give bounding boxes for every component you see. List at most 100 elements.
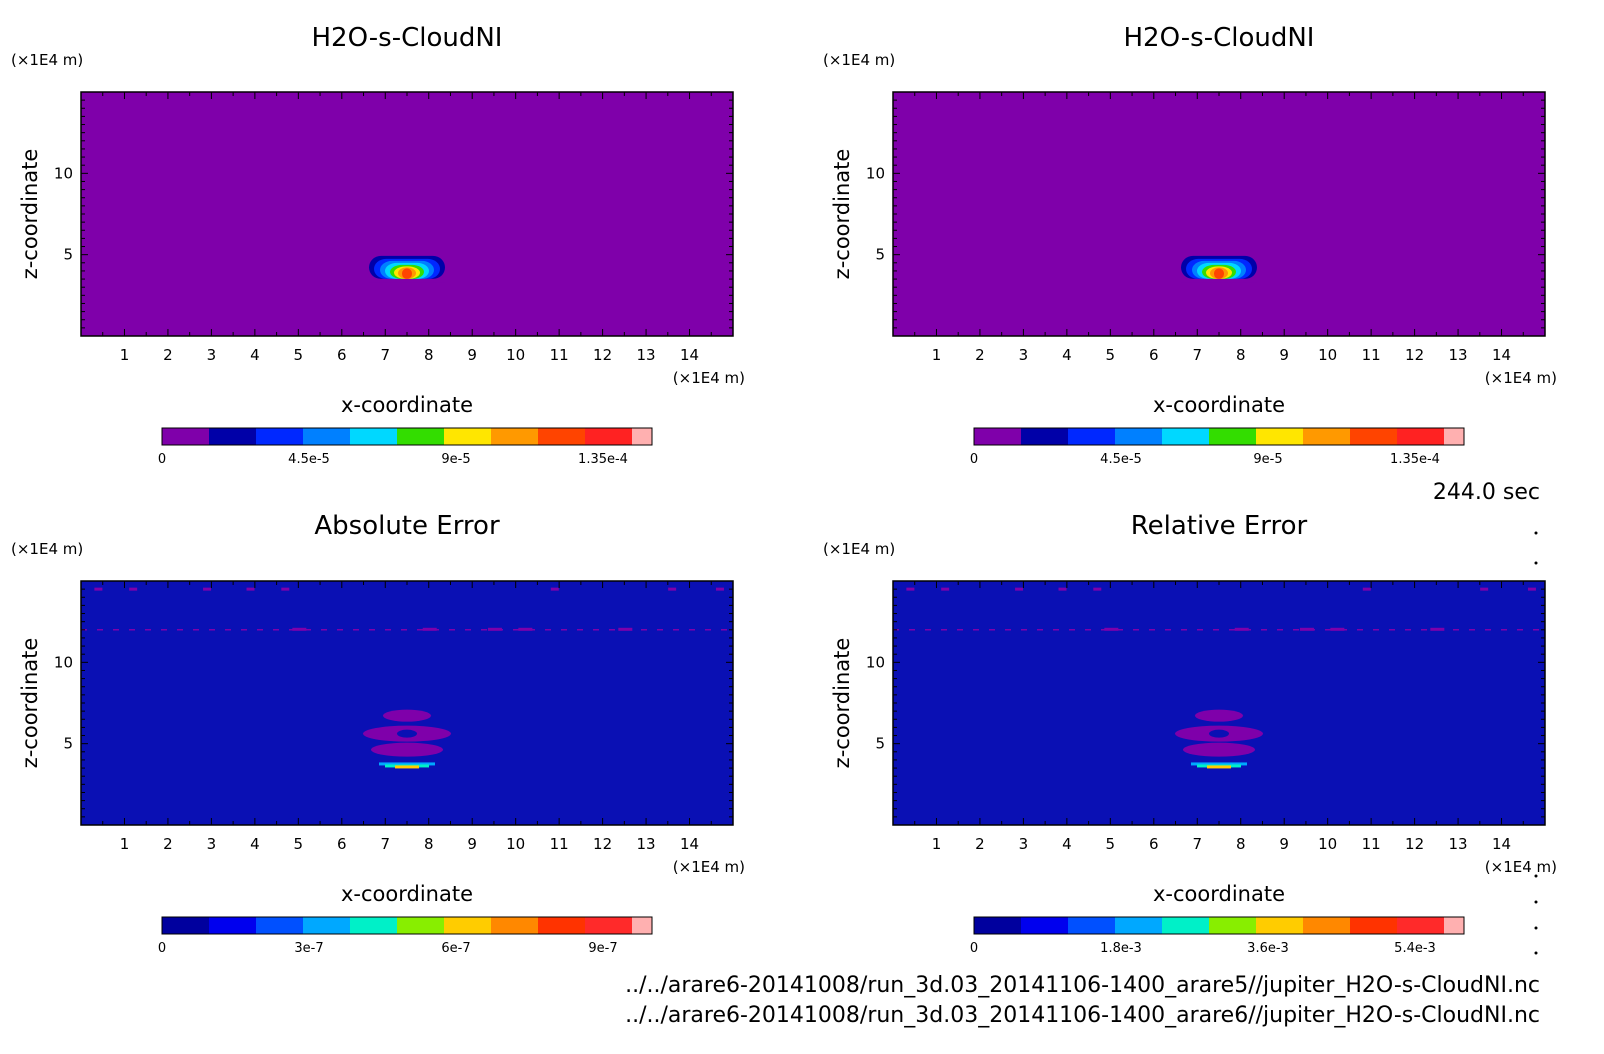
colorbar: 0 4.5e-5 9e-5 1.35e-4 [158, 427, 653, 467]
y-tick-label: 10 [866, 164, 885, 182]
error-blob [371, 742, 443, 757]
y-unit-label: (×1E4 m) [823, 51, 895, 69]
x-axis-label: x-coordinate [1153, 393, 1285, 417]
axis-ticks [80, 580, 734, 826]
x-tick-label: 3 [1019, 346, 1029, 364]
error-speckle [1093, 587, 1102, 591]
y-tick-label: 5 [875, 246, 885, 264]
colorbar-swatch [1444, 917, 1464, 934]
y-tick-label: 10 [866, 653, 885, 671]
colorbar-frame [973, 916, 1465, 935]
x-tick-label: 14 [1492, 346, 1511, 364]
colorbar-tick-label: 1.8e-3 [1100, 941, 1142, 956]
error-speckle [1480, 587, 1489, 591]
dot-markers [1534, 531, 1538, 955]
x-unit-label: (×1E4 m) [1485, 858, 1557, 876]
x-tick-label: 5 [1106, 346, 1116, 364]
x-tick-label: 11 [550, 835, 569, 853]
file-path-2: ../../arare6-20141008/run_3d.03_20141106… [625, 1003, 1540, 1028]
error-speckle [281, 587, 290, 591]
x-tick-label: 5 [1106, 835, 1116, 853]
y-tick-label: 5 [875, 735, 885, 753]
chart-panel-2: H2O-s-CloudNI(×1E4 m)1 2 3 4 5 6 7 8 9 10 11 12 13 14… [823, 23, 1557, 467]
colorbar-swatch [256, 428, 303, 445]
time-label: 244.0 sec [1433, 480, 1540, 505]
x-tick-label: 12 [1405, 835, 1424, 853]
colorbar-tick-label: 9e-5 [1253, 452, 1282, 467]
error-speckle [1234, 627, 1249, 631]
colorbar-frame [161, 427, 653, 446]
x-tick-label: 2 [975, 346, 985, 364]
error-speckle [668, 587, 677, 591]
y-axis-label: z-coordinate [830, 638, 854, 769]
axis-ticks [892, 91, 1546, 337]
chart-title: Relative Error [1131, 511, 1308, 541]
colorbar-swatch [350, 428, 397, 445]
cloud-contour [1214, 268, 1224, 279]
colorbar-swatch [162, 428, 209, 445]
x-tick-label: 13 [637, 835, 656, 853]
colorbar-swatch [209, 428, 256, 445]
colorbar-swatch [1303, 917, 1350, 934]
dot-marker [1534, 531, 1538, 535]
colorbar-swatch [491, 428, 538, 445]
colorbar-swatch [397, 917, 444, 934]
cloud-contour [402, 268, 412, 279]
colorbar-frame [973, 427, 1465, 446]
x-axis-label: x-coordinate [1153, 882, 1285, 906]
y-axis-label: z-coordinate [18, 149, 42, 280]
colorbar-swatch [538, 917, 585, 934]
x-tick-label: 7 [380, 835, 390, 853]
x-unit-label: (×1E4 m) [673, 858, 745, 876]
colorbar-swatch [162, 917, 209, 934]
colorbar: 0 1.8e-3 3.6e-3 5.4e-3 [970, 916, 1465, 956]
colorbar-tick-label: 3.6e-3 [1247, 941, 1289, 956]
error-blob [1195, 709, 1243, 722]
colorbar-tick-label: 0 [158, 941, 166, 956]
colorbar-swatch [538, 428, 585, 445]
colorbar-tick-label: 3e-7 [294, 941, 323, 956]
colorbar-swatch [1444, 428, 1464, 445]
y-tick-label: 5 [63, 735, 73, 753]
error-speckle [550, 587, 559, 591]
colorbar-swatch [974, 428, 1021, 445]
x-tick-label: 4 [250, 835, 260, 853]
x-tick-label: 1 [932, 835, 942, 853]
colorbar-tick-label: 9e-7 [588, 941, 617, 956]
error-blob [1183, 742, 1255, 757]
x-tick-label: 12 [1405, 346, 1424, 364]
x-tick-label: 13 [1449, 835, 1468, 853]
error-base [1191, 762, 1247, 766]
error-speckle [487, 627, 502, 631]
axis-ticks [892, 580, 1546, 826]
x-tick-label: 11 [1362, 835, 1381, 853]
colorbar-swatch [1256, 917, 1303, 934]
colorbar-swatch [1068, 917, 1115, 934]
colorbar-swatch [397, 428, 444, 445]
x-unit-label: (×1E4 m) [673, 369, 745, 387]
error-blob [383, 709, 431, 722]
x-tick-label: 8 [424, 346, 434, 364]
x-tick-label: 11 [1362, 346, 1381, 364]
colorbar-swatch [1397, 428, 1444, 445]
x-tick-label: 11 [550, 346, 569, 364]
x-tick-label: 10 [1318, 346, 1337, 364]
error-feature [893, 587, 1545, 769]
error-speckle [1015, 587, 1024, 591]
error-speckle [941, 587, 950, 591]
x-tick-label: 7 [380, 346, 390, 364]
cloud-base [369, 278, 445, 283]
x-tick-label: 14 [680, 835, 699, 853]
error-blob-hole [397, 729, 417, 738]
colorbar-swatch [1021, 428, 1068, 445]
colorbar-swatch [1068, 428, 1115, 445]
x-tick-label: 9 [467, 346, 477, 364]
y-unit-label: (×1E4 m) [823, 540, 895, 558]
colorbar-tick-label: 4.5e-5 [288, 452, 330, 467]
file-path-1: ../../arare6-20141008/run_3d.03_20141106… [625, 973, 1540, 998]
x-tick-label: 14 [1492, 835, 1511, 853]
error-speckle [1104, 627, 1119, 631]
colorbar-swatch [585, 428, 632, 445]
chart-title: Absolute Error [314, 511, 500, 541]
colorbar-swatch [1397, 917, 1444, 934]
